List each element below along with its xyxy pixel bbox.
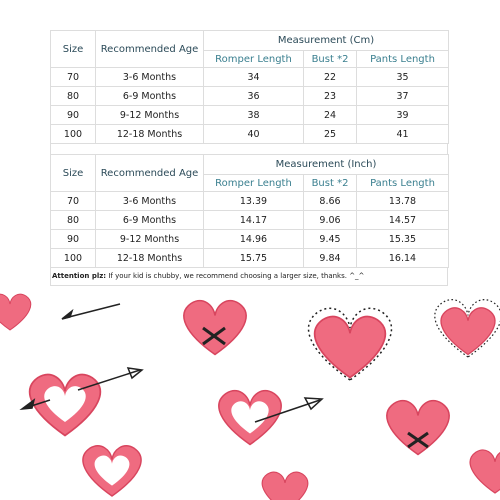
cell: 35 xyxy=(356,67,449,87)
group-header: Measurement (Inch) xyxy=(203,154,449,175)
note: Attention plz: If your kid is chubby, we… xyxy=(50,268,448,286)
cell: 9.84 xyxy=(303,248,357,268)
data-row: 80 6-9 Months 14.17 9.06 14.57 xyxy=(50,210,449,230)
cell: 90 xyxy=(50,229,96,249)
header-row: Size Recommended Age Measurement (Inch) xyxy=(50,154,449,192)
subheader-row: Romper Length Bust *2 Pants Length xyxy=(51,50,449,68)
cell: 80 xyxy=(50,210,96,230)
size-chart: Size Recommended Age Measurement (Cm) Rompe… xyxy=(50,30,449,286)
cell: 14.96 xyxy=(203,229,304,249)
cell: 70 xyxy=(50,191,96,211)
cell: 24 xyxy=(303,105,357,125)
data-row: 100 12-18 Months 40 25 41 xyxy=(50,124,449,144)
column-header: Pants Length xyxy=(356,174,449,192)
cell: 12-18 Months xyxy=(95,248,204,268)
group-header: Measurement (Cm) xyxy=(203,30,449,51)
cell: 15.35 xyxy=(356,229,449,249)
cell: 38 xyxy=(203,105,304,125)
cell: 41 xyxy=(356,124,449,144)
data-row: 100 12-18 Months 15.75 9.84 16.14 xyxy=(50,248,449,268)
column-header: Bust *2 xyxy=(303,50,357,68)
age-header: Recommended Age xyxy=(95,154,204,192)
cell: 13.78 xyxy=(356,191,449,211)
header-row: Size Recommended Age Measurement (Cm) xyxy=(50,30,449,68)
cell: 14.57 xyxy=(356,210,449,230)
column-header: Bust *2 xyxy=(303,174,357,192)
cell: 6-9 Months xyxy=(95,210,204,230)
cell: 9-12 Months xyxy=(95,229,204,249)
arrows xyxy=(19,303,324,423)
cell: 15.75 xyxy=(203,248,304,268)
data-row: 90 9-12 Months 38 24 39 xyxy=(50,105,449,125)
column-header: Romper Length xyxy=(203,174,304,192)
note-label: Attention plz: xyxy=(52,272,107,280)
cell: 39 xyxy=(356,105,449,125)
data-row: 90 9-12 Months 14.96 9.45 15.35 xyxy=(50,229,449,249)
cell: 70 xyxy=(50,67,96,87)
cell: 3-6 Months xyxy=(95,191,204,211)
cell: 34 xyxy=(203,67,304,87)
cell: 100 xyxy=(50,248,96,268)
cross-marks xyxy=(202,326,429,449)
cell: 25 xyxy=(303,124,357,144)
cell: 90 xyxy=(50,105,96,125)
cell: 16.14 xyxy=(356,248,449,268)
cell: 12-18 Months xyxy=(95,124,204,144)
cell: 37 xyxy=(356,86,449,106)
cell: 3-6 Months xyxy=(95,67,204,87)
cell: 13.39 xyxy=(203,191,304,211)
size-header: Size xyxy=(50,30,96,68)
cell: 8.66 xyxy=(303,191,357,211)
table-gap xyxy=(50,144,448,154)
cell: 36 xyxy=(203,86,304,106)
size-table: Size Recommended Age Measurement (Inch) Rom… xyxy=(50,154,449,268)
cell: 100 xyxy=(50,124,96,144)
data-row: 70 3-6 Months 34 22 35 xyxy=(50,67,449,87)
cell: 6-9 Months xyxy=(95,86,204,106)
cell: 22 xyxy=(303,67,357,87)
note-text: If your kid is chubby, we recommend choo… xyxy=(106,272,365,280)
column-header: Pants Length xyxy=(356,50,449,68)
data-row: 70 3-6 Months 13.39 8.66 13.78 xyxy=(50,191,449,211)
age-header: Recommended Age xyxy=(95,30,204,68)
cell: 14.17 xyxy=(203,210,304,230)
cell: 9.06 xyxy=(303,210,357,230)
size-header: Size xyxy=(50,154,96,192)
heart-pattern xyxy=(0,293,500,500)
data-row: 80 6-9 Months 36 23 37 xyxy=(50,86,449,106)
cell: 80 xyxy=(50,86,96,106)
cell: 9.45 xyxy=(303,229,357,249)
cell: 9-12 Months xyxy=(95,105,204,125)
tables: Size Recommended Age Measurement (Cm) Rompe… xyxy=(50,30,449,268)
cell: 40 xyxy=(203,124,304,144)
cell: 23 xyxy=(303,86,357,106)
size-table: Size Recommended Age Measurement (Cm) Rompe… xyxy=(50,30,449,144)
column-header: Romper Length xyxy=(203,50,304,68)
